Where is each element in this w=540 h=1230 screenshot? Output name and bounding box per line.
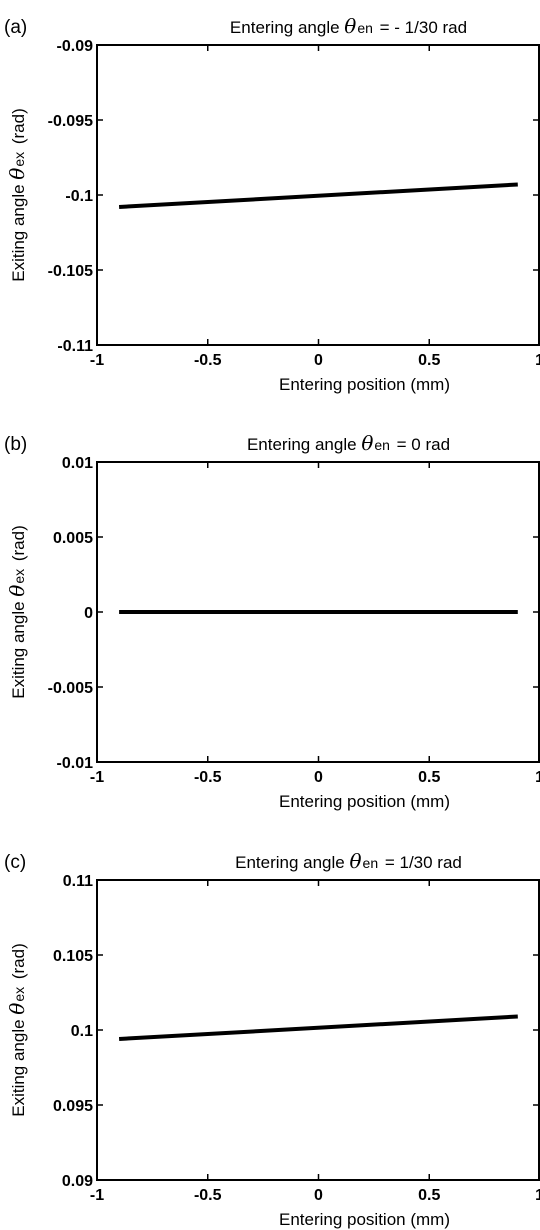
x-tick-label: -0.5 <box>194 769 222 786</box>
x-tick-label: -1 <box>90 1187 104 1204</box>
chart-title: Entering angle θen = 0 rad <box>247 431 450 455</box>
title-prefix: Entering angle <box>247 435 361 454</box>
x-tick-label: 1 <box>535 352 540 369</box>
panel-label: (a) <box>4 17 27 38</box>
title-symbol: θ <box>349 849 361 873</box>
y-tick-label: 0.095 <box>53 1098 93 1115</box>
ylabel-suffix: (rad) <box>9 108 28 149</box>
title-symbol: θ <box>361 431 373 455</box>
ylabel-subscript: ex <box>11 987 27 1002</box>
title-prefix: Entering angle <box>230 18 344 37</box>
y-tick-label: 0.1 <box>71 1023 93 1040</box>
ylabel-symbol: θ <box>5 585 29 597</box>
x-tick-label: -0.5 <box>194 352 222 369</box>
x-tick-label: 0.5 <box>418 1187 440 1204</box>
panel-label: (c) <box>4 852 26 873</box>
panel-3: (c) Entering angle θen = 1/30 rad0.110.10… <box>4 849 540 1229</box>
ylabel-suffix: (rad) <box>9 943 28 984</box>
x-tick-label: 0.5 <box>418 769 440 786</box>
y-tick-label: -0.095 <box>48 113 93 130</box>
panel-label: (b) <box>4 434 27 455</box>
title-suffix: = 0 rad <box>392 435 450 454</box>
chart-title: Entering angle θen = - 1/30 rad <box>230 14 467 38</box>
y-tick-label: -0.105 <box>48 263 93 280</box>
x-axis-label: Entering position (mm) <box>279 792 450 811</box>
y-tick-label: -0.09 <box>57 38 94 55</box>
title-symbol: θ <box>344 14 356 38</box>
ylabel-symbol: θ <box>5 168 29 180</box>
x-tick-label: 0 <box>314 1187 323 1204</box>
x-tick-label: -0.5 <box>194 1187 222 1204</box>
title-subscript: en <box>374 437 390 453</box>
panel-2: (b) Entering angle θen = 0 rad0.010.0050-… <box>4 431 540 811</box>
series-line-1 <box>118 182 518 209</box>
y-tick-label: 0.105 <box>53 948 93 965</box>
y-axis-label: Exiting angle θex (rad) <box>5 108 29 282</box>
ylabel-prefix: Exiting angle <box>9 597 28 699</box>
y-tick-label: 0 <box>84 605 93 622</box>
title-prefix: Entering angle <box>235 853 349 872</box>
x-tick-label: -1 <box>90 769 104 786</box>
x-axis-label: Entering position (mm) <box>279 375 450 394</box>
axes-box <box>96 879 540 1181</box>
y-tick-label: -0.005 <box>48 680 93 697</box>
y-tick-label: 0.005 <box>53 530 93 547</box>
x-tick-label: 0 <box>314 352 323 369</box>
x-axis-label: Entering position (mm) <box>279 1210 450 1229</box>
chart-title: Entering angle θen = 1/30 rad <box>235 849 462 873</box>
title-suffix: = - 1/30 rad <box>375 18 467 37</box>
ylabel-prefix: Exiting angle <box>9 180 28 282</box>
title-subscript: en <box>363 855 379 871</box>
ylabel-suffix: (rad) <box>9 525 28 566</box>
y-axis-label: Exiting angle θex (rad) <box>5 525 29 699</box>
y-tick-label: 0.01 <box>62 455 93 472</box>
x-tick-label: 0.5 <box>418 352 440 369</box>
y-tick-label: 0.09 <box>62 1173 93 1190</box>
y-axis-label: Exiting angle θex (rad) <box>5 943 29 1117</box>
y-tick-label: 0.11 <box>63 873 93 890</box>
ylabel-subscript: ex <box>11 569 27 584</box>
y-tick-label: -0.11 <box>57 338 93 355</box>
panel-1: (a) Entering angle θen = - 1/30 rad-0.09-… <box>4 14 540 394</box>
title-subscript: en <box>357 20 373 36</box>
x-tick-label: -1 <box>90 352 104 369</box>
y-tick-label: -0.01 <box>57 755 94 772</box>
x-tick-label: 1 <box>535 1187 540 1204</box>
ylabel-symbol: θ <box>5 1003 29 1015</box>
title-suffix: = 1/30 rad <box>380 853 462 872</box>
y-tick-label: -0.1 <box>65 188 93 205</box>
ylabel-subscript: ex <box>11 152 27 167</box>
ylabel-prefix: Exiting angle <box>9 1015 28 1117</box>
x-tick-label: 1 <box>535 769 540 786</box>
series-line-1 <box>118 1014 518 1041</box>
x-tick-label: 0 <box>314 769 323 786</box>
